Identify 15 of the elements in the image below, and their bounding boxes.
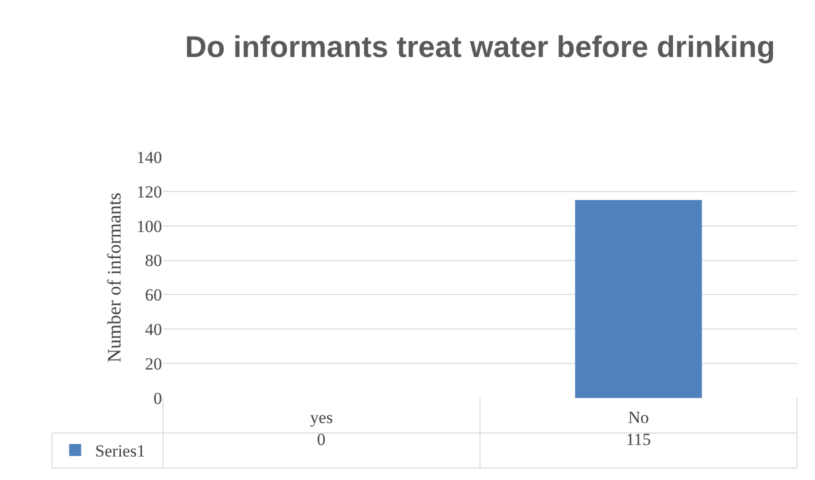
y-tick-label: 20: [145, 354, 162, 374]
data-label: 0: [317, 430, 326, 449]
y-tick-label: 100: [136, 216, 162, 236]
x-tick-label: yes: [310, 408, 333, 427]
chart-title: Do informants treat water before drinking: [184, 31, 776, 64]
y-tick-label: 80: [145, 251, 162, 270]
y-axis-title: Number of informants: [104, 192, 126, 362]
y-tick-label: 0: [154, 388, 162, 408]
legend-label: Series1: [95, 442, 146, 461]
y-tick-label: 60: [145, 286, 162, 305]
y-tick-label: 40: [145, 320, 162, 340]
y-tick-label: 120: [136, 182, 162, 202]
y-tick-label: 140: [136, 148, 162, 167]
data-label: 115: [626, 430, 651, 449]
x-tick-label: No: [628, 408, 649, 427]
